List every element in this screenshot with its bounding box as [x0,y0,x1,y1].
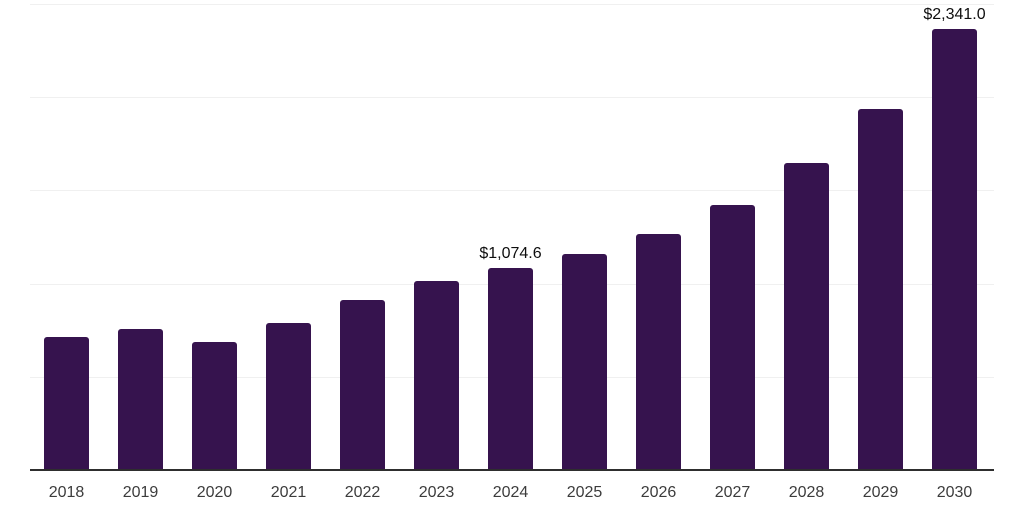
x-axis-tick-label: 2024 [492,484,529,501]
bar [562,254,607,470]
bar-value-label: $1,074.6 [479,245,542,262]
x-axis-tick-label: 2027 [714,484,751,501]
bar [932,29,977,470]
x-axis-tick-label: 2020 [196,484,233,501]
x-axis-tick-label: 2026 [640,484,677,501]
gridline [30,97,994,98]
x-axis-tick-label: 2028 [788,484,825,501]
x-axis-tick-label: 2025 [566,484,603,501]
bar [488,268,533,470]
bar-value-label: $2,341.0 [923,6,986,23]
bar [858,109,903,470]
gridline [30,190,994,191]
x-axis-tick-label: 2030 [936,484,973,501]
bar [710,205,755,470]
x-axis-tick-label: 2019 [122,484,159,501]
x-axis-labels: 2018 2019 2020 2021 2022 2023 2024 2025 2026 2027… [30,484,994,506]
bar [414,281,459,470]
gridline [30,4,994,5]
x-axis-tick-label: 2018 [48,484,85,501]
bar [340,300,385,470]
bar [192,342,237,470]
x-axis-line [30,469,994,471]
bar [118,329,163,470]
bar [266,323,311,470]
x-axis-tick-label: 2023 [418,484,455,501]
bar [636,234,681,470]
plot-area: $1,074.6 $2,341.0 [30,4,994,471]
x-axis-tick-label: 2021 [270,484,307,501]
x-axis-tick-label: 2029 [862,484,899,501]
bar [784,163,829,470]
bar [44,337,89,470]
x-axis-tick-label: 2022 [344,484,381,501]
